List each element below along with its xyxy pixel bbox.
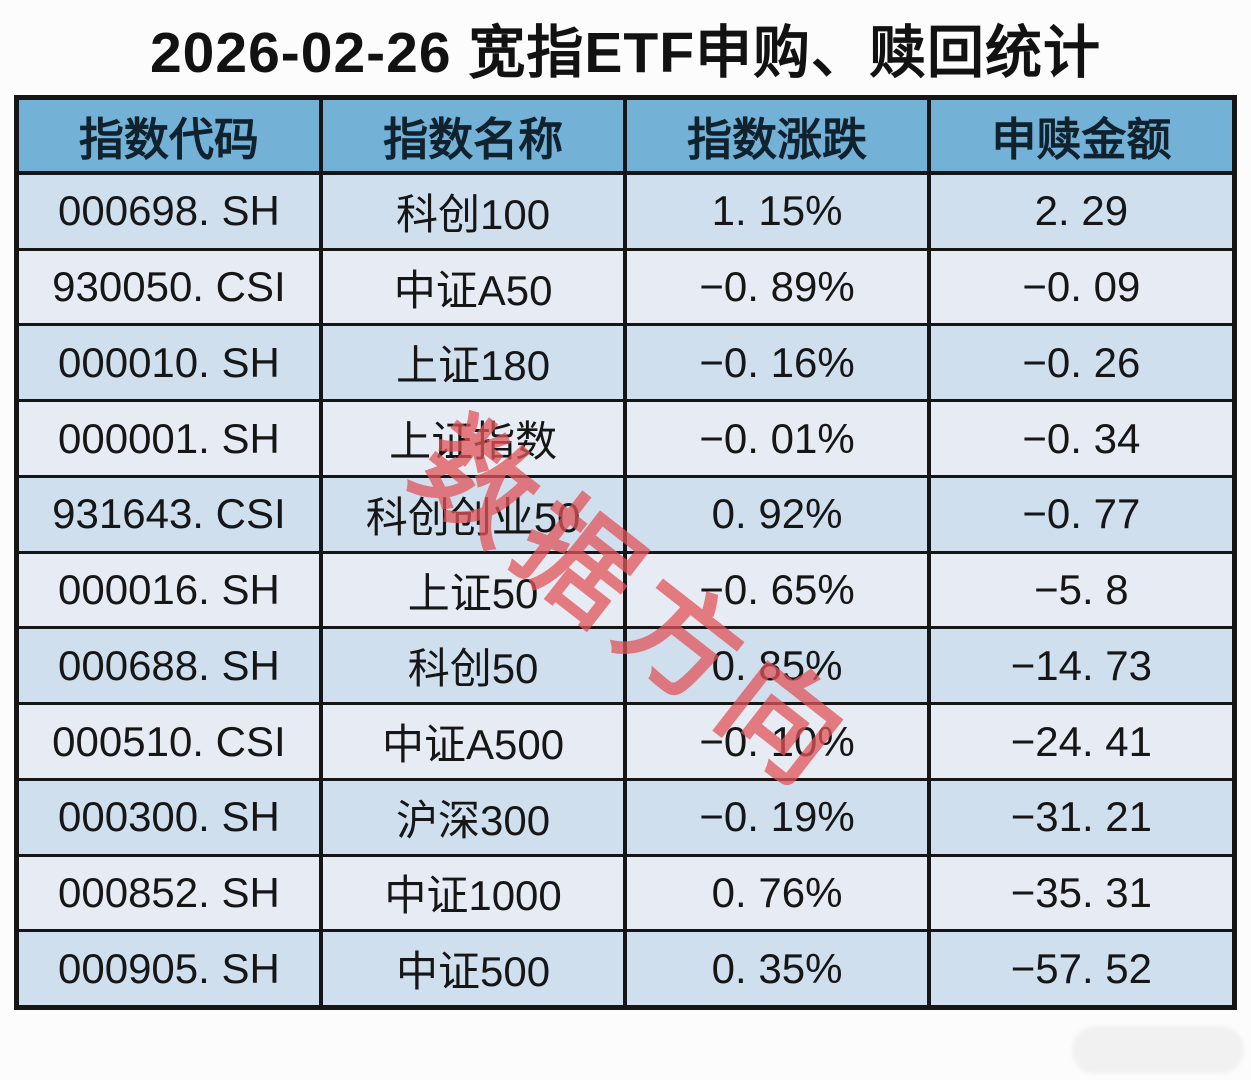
table-row: 931643. CSI 科创创业50 0. 92% −0. 77 — [19, 474, 1232, 551]
cell-amount: −0. 09 — [1022, 263, 1141, 311]
col-header-index-change: 指数涨跌 — [627, 100, 931, 171]
cell-name: 中证1000 — [323, 856, 628, 930]
cell-code: 930050. CSI — [19, 250, 323, 324]
cell-change: −0. 16% — [627, 326, 931, 400]
page-title: 2026-02-26 宽指ETF申购、赎回统计 — [149, 21, 1102, 85]
cell-amount: −14. 73 — [1010, 641, 1153, 689]
cell-amount: −31. 21 — [1010, 793, 1153, 841]
cell-name: 中证500 — [323, 932, 628, 1006]
faint-watermark — [1072, 1026, 1244, 1074]
cell-amount: −57. 52 — [1010, 944, 1153, 992]
cell-change: −0. 89% — [627, 250, 931, 324]
table-row: 000688. SH 科创50 0. 85% −14. 73 — [19, 626, 1232, 703]
cell-code: 000016. SH — [19, 553, 323, 627]
cell-amount: −0. 77 — [1022, 490, 1141, 538]
cell-name: 上证180 — [323, 326, 628, 400]
cell-change: −0. 01% — [627, 402, 931, 475]
col-header-index-code: 指数代码 — [19, 100, 323, 171]
cell-code: 000905. SH — [19, 932, 323, 1006]
cell-amount: −0. 34 — [1022, 414, 1141, 462]
col-header-index-name: 指数名称 — [323, 100, 628, 171]
cell-code: 000010. SH — [19, 326, 323, 400]
cell-amount: −0. 26 — [1022, 338, 1141, 386]
cell-name: 科创100 — [323, 175, 628, 248]
cell-change: −0. 65% — [627, 553, 931, 627]
cell-code: 000510. CSI — [19, 705, 323, 778]
cell-code: 000300. SH — [19, 780, 323, 854]
cell-change: 0. 35% — [627, 932, 931, 1006]
table-row: 000510. CSI 中证A500 −0. 10% −24. 41 — [19, 702, 1232, 778]
cell-change: 1. 15% — [627, 175, 931, 248]
table-header-row: 指数代码 指数名称 指数涨跌 申赎金额 — [19, 100, 1232, 175]
cell-name: 中证A500 — [323, 705, 628, 778]
table-row: 000001. SH 上证指数 −0. 01% −0. 34 — [19, 399, 1232, 475]
cell-code: 000852. SH — [19, 856, 323, 930]
table-body: 000698. SH 科创100 1. 15% 2. 29 930050. CSI 中证A… — [19, 175, 1232, 1006]
cell-name: 科创创业50 — [323, 477, 628, 551]
cell-amount: −5. 8 — [1034, 566, 1129, 614]
cell-code: 931643. CSI — [19, 477, 323, 551]
cell-code: 000001. SH — [19, 402, 323, 475]
cell-amount: −24. 41 — [1010, 717, 1153, 765]
cell-change: 0. 85% — [627, 629, 931, 703]
table-row: 000852. SH 中证1000 0. 76% −35. 31 — [19, 853, 1232, 930]
cell-name: 上证指数 — [323, 402, 628, 475]
cell-name: 中证A50 — [323, 250, 628, 324]
cell-change: −0. 10% — [627, 705, 931, 778]
cell-name: 上证50 — [323, 553, 628, 627]
cell-change: −0. 19% — [627, 780, 931, 854]
cell-amount: −35. 31 — [1010, 868, 1153, 916]
cell-change: 0. 92% — [627, 477, 931, 551]
col-header-amount: 申赎金额 — [991, 114, 1172, 165]
etf-table: 指数代码 指数名称 指数涨跌 申赎金额 000698. SH 科创100 1. 15… — [14, 95, 1237, 1010]
cell-code: 000688. SH — [19, 629, 323, 703]
table-row: 000698. SH 科创100 1. 15% 2. 29 — [19, 175, 1232, 248]
cell-change: 0. 76% — [627, 856, 931, 930]
table-row: 000016. SH 上证50 −0. 65% −5. 8 — [19, 550, 1232, 627]
table-row: 000300. SH 沪深300 −0. 19% −31. 21 — [19, 777, 1232, 854]
cell-code: 000698. SH — [19, 175, 323, 248]
table-row: 930050. CSI 中证A50 −0. 89% −0. 09 — [19, 247, 1232, 324]
table-row: 000010. SH 上证180 −0. 16% −0. 26 — [19, 323, 1232, 400]
cell-name: 沪深300 — [323, 780, 628, 854]
table-row: 000905. SH 中证500 0. 35% −57. 52 — [19, 929, 1232, 1006]
cell-name: 科创50 — [323, 629, 628, 703]
cell-amount: 2. 29 — [1034, 187, 1129, 235]
